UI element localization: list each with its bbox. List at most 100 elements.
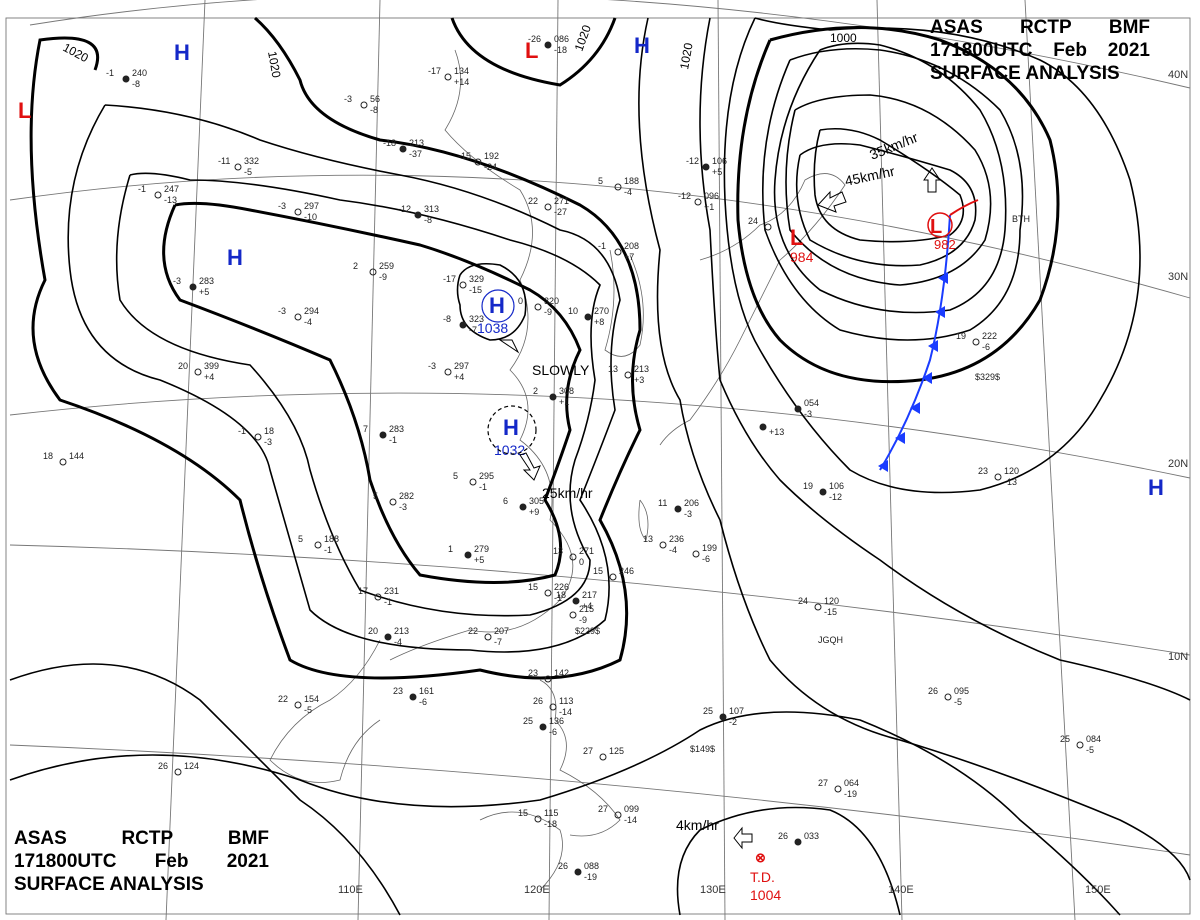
station-pressure: 329 bbox=[469, 274, 484, 284]
lon-label-120e: 120E bbox=[524, 884, 550, 896]
parallel-30n bbox=[9, 174, 1191, 299]
station-plot: 26 124 bbox=[158, 761, 199, 776]
low-center: L bbox=[790, 225, 803, 250]
station-circle bbox=[994, 473, 1002, 481]
station-temperature: 5 bbox=[598, 176, 603, 186]
station-tendency: -13 bbox=[1004, 477, 1017, 487]
isobar-996 bbox=[785, 94, 992, 286]
station-plot: +13 bbox=[759, 423, 784, 437]
station-pressure: 226 bbox=[554, 582, 569, 592]
station-circle bbox=[544, 675, 552, 683]
header-time: 171800UTC bbox=[930, 40, 1033, 61]
station-pressure: 56 bbox=[370, 94, 380, 104]
station-temperature: 2 bbox=[533, 386, 538, 396]
station-circle bbox=[294, 313, 302, 321]
station-temperature: 26 bbox=[158, 761, 168, 771]
lat-label-30n: 30N bbox=[1168, 271, 1188, 283]
meridian-150e bbox=[1024, 0, 1076, 920]
station-tendency: -15 bbox=[469, 285, 482, 295]
station-plot: 27 099-14 bbox=[598, 804, 639, 825]
isobar-1008 bbox=[736, 26, 1060, 384]
high-center: H bbox=[489, 293, 505, 318]
station-tendency: -6 bbox=[549, 727, 557, 737]
station-temperature: 27 bbox=[583, 746, 593, 756]
station-circle bbox=[369, 268, 377, 276]
station-circle bbox=[360, 101, 368, 109]
station-pressure: 120 bbox=[824, 596, 839, 606]
station-temperature: 22 bbox=[528, 196, 538, 206]
isobar-992 bbox=[795, 142, 977, 267]
isobar-988 bbox=[813, 127, 965, 243]
station-tendency: -1 bbox=[389, 435, 397, 445]
station-plot: 10 270+8 bbox=[568, 306, 609, 327]
station-pressure: 313 bbox=[424, 204, 439, 214]
station-tendency: -5 bbox=[304, 705, 312, 715]
header-code: BMF bbox=[227, 828, 269, 849]
station-circle bbox=[374, 593, 382, 601]
station-pressure: 222 bbox=[982, 331, 997, 341]
station-tendency: -4 bbox=[304, 317, 312, 327]
station-tendency: +5 bbox=[474, 555, 484, 565]
station-code: JGQH bbox=[818, 635, 843, 645]
station-tendency: -12 bbox=[829, 492, 842, 502]
low-circle bbox=[927, 212, 953, 238]
station-circle bbox=[444, 368, 452, 376]
station-temperature: 15 bbox=[518, 808, 528, 818]
station-pressure: 283 bbox=[389, 424, 404, 434]
station-plot: 26 088-19 bbox=[558, 861, 599, 882]
station-tendency: -7 bbox=[494, 637, 502, 647]
h-dashed-circle bbox=[487, 405, 537, 455]
station-temperature: -1 bbox=[598, 241, 606, 251]
station-tendency: -8 bbox=[370, 105, 378, 115]
station-tendency: +8 bbox=[594, 317, 604, 327]
lon-label-150e: 150E bbox=[1085, 884, 1111, 896]
station-plot: -18 213-37 bbox=[383, 138, 424, 159]
station-circle bbox=[572, 597, 580, 605]
station-circle bbox=[254, 433, 262, 441]
station-plot: -12 313-8 bbox=[398, 204, 439, 225]
station-pressure: 206 bbox=[684, 498, 699, 508]
isobar-1016 bbox=[699, 17, 1191, 701]
station-pressure: 399 bbox=[204, 361, 219, 371]
isobar-1000 bbox=[773, 42, 1007, 314]
station-circle bbox=[409, 693, 417, 701]
cold-front-triangle bbox=[938, 272, 948, 284]
station-circle bbox=[234, 163, 242, 171]
station-tendency: +4 bbox=[582, 601, 592, 611]
station-temperature: 11 bbox=[658, 498, 667, 508]
station-plot: -1 247-13 bbox=[138, 184, 179, 205]
station-plot: -11 332-5 bbox=[218, 156, 259, 177]
station-circle bbox=[944, 693, 952, 701]
isobars bbox=[9, 16, 1191, 916]
station-plot: 25 084-5 bbox=[1060, 734, 1101, 755]
station-pressure: 125 bbox=[609, 746, 624, 756]
station-plot: -3 283+5 bbox=[173, 276, 214, 297]
pressure-systems: H H H H 1038 H 1032 H L L L 984 L 982 bbox=[18, 33, 1164, 500]
station-plot: 5 295-1 bbox=[453, 471, 494, 492]
station-code: $229$ bbox=[575, 626, 600, 636]
parallel-10n bbox=[9, 544, 1191, 656]
lon-label-130e: 130E bbox=[700, 884, 726, 896]
station-circle bbox=[399, 145, 407, 153]
header-top: ASAS RCTP BMF 171800UTC Feb 2021 SURFACE… bbox=[930, 16, 1150, 85]
station-pressure: 120 bbox=[1004, 466, 1019, 476]
station-tendency: -5 bbox=[954, 697, 962, 707]
header-year: 2021 bbox=[226, 851, 269, 872]
station-tendency: -3 bbox=[684, 509, 692, 519]
station-circle bbox=[569, 553, 577, 561]
station-plot: 25 136-6 bbox=[523, 716, 564, 737]
isobar-label: 1020 bbox=[61, 40, 91, 65]
station-temperature: -8 bbox=[443, 314, 451, 324]
station-circle bbox=[414, 211, 422, 219]
station-circle bbox=[59, 458, 67, 466]
station-plot: 15 246 bbox=[593, 566, 634, 581]
station-plot: 24 bbox=[748, 216, 772, 231]
lon-label-140e: 140E bbox=[888, 884, 914, 896]
station-pressure: 124 bbox=[184, 761, 199, 771]
movement-arrow-icon bbox=[817, 190, 847, 213]
station-tendency: -7 bbox=[469, 325, 477, 335]
station-plot: 15 226-1 bbox=[528, 582, 569, 603]
movement-label: 4km/hr bbox=[676, 817, 719, 833]
station-pressure: 207 bbox=[494, 626, 509, 636]
movement-arrow-icon bbox=[519, 452, 541, 481]
